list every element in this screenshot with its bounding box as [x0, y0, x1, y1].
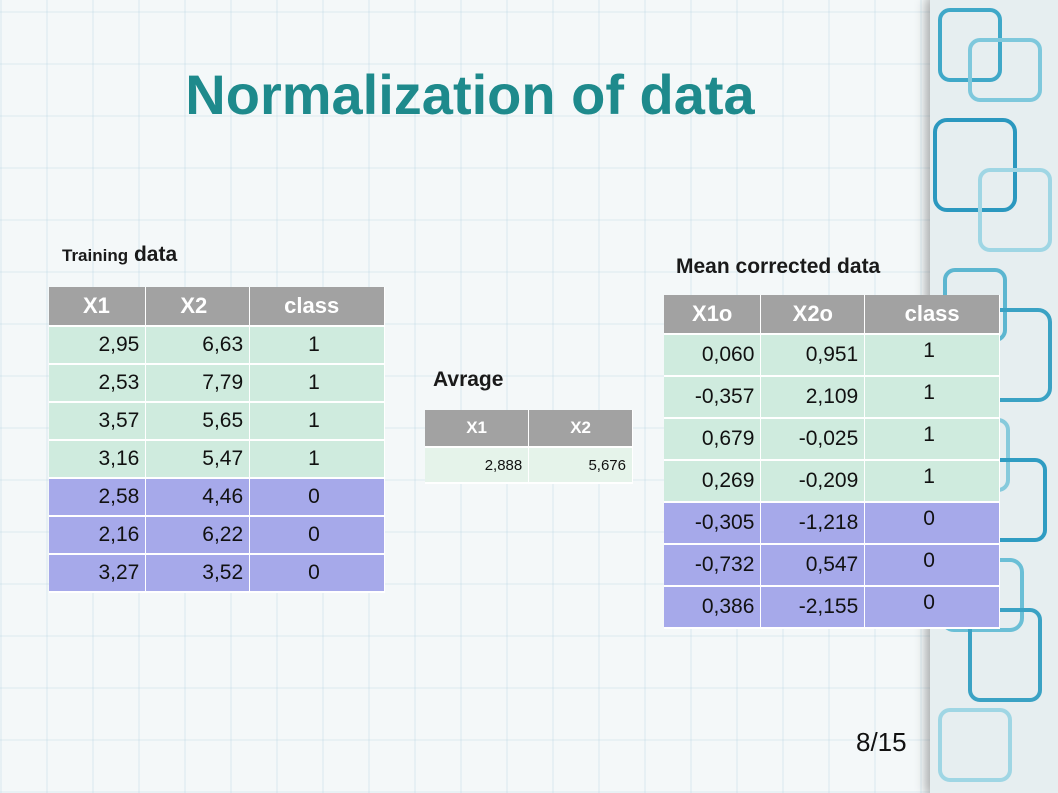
training-caption-large: data	[133, 243, 178, 266]
cell-class: 1	[249, 402, 385, 441]
training-data-table: X1 X2 class 2,95 6,63 1 2,53 7,79 1 3,57…	[49, 287, 385, 593]
cell-class: 1	[864, 376, 1000, 419]
table-row: 2,58 4,46 0	[49, 478, 385, 517]
table-header-row: X1 X2	[425, 410, 633, 448]
cell-x1: 3,16	[49, 440, 147, 479]
cell-x1o: 0,679	[664, 418, 762, 461]
cell-x1: 2,53	[49, 364, 147, 403]
cell-class: 1	[864, 418, 1000, 461]
training-data-caption: Training data	[62, 243, 177, 267]
table-row: -0,732 0,547 0	[664, 544, 1000, 587]
cell-x2: 6,22	[145, 516, 251, 555]
average-caption: Avrage	[433, 368, 504, 391]
cell-x1o: 0,060	[664, 334, 762, 377]
cell-x2: 6,63	[145, 326, 251, 365]
cell-x1: 2,58	[49, 478, 147, 517]
table-row: 0,060 0,951 1	[664, 334, 1000, 377]
cell-avg-x2: 5,676	[528, 447, 633, 484]
cell-avg-x1: 2,888	[425, 447, 530, 484]
cell-x2o: 0,951	[760, 334, 866, 377]
cell-class: 1	[864, 460, 1000, 503]
average-table: X1 X2 2,888 5,676	[425, 410, 633, 484]
cell-class: 0	[864, 502, 1000, 545]
cell-x2: 4,46	[145, 478, 251, 517]
cell-x1: 2,95	[49, 326, 147, 365]
cell-x1o: -0,357	[664, 376, 762, 419]
mean-corrected-table: X1o X2o class 0,060 0,951 1 -0,357 2,109…	[664, 295, 1000, 629]
cell-x2o: -1,218	[760, 502, 866, 545]
cell-class: 1	[249, 440, 385, 479]
column-header: X1	[49, 287, 147, 327]
cell-x2: 5,65	[145, 402, 251, 441]
cell-x1o: 0,386	[664, 586, 762, 629]
cell-class: 0	[249, 516, 385, 555]
cell-x2o: -0,209	[760, 460, 866, 503]
cell-x1: 2,16	[49, 516, 147, 555]
table-row: 2,53 7,79 1	[49, 364, 385, 403]
cell-class: 1	[249, 326, 385, 365]
table-row: 3,57 5,65 1	[49, 402, 385, 441]
column-header: X2	[145, 287, 251, 327]
table-row: 0,386 -2,155 0	[664, 586, 1000, 629]
cell-class: 0	[864, 586, 1000, 629]
cell-x1o: -0,305	[664, 502, 762, 545]
table-row: 0,269 -0,209 1	[664, 460, 1000, 503]
table-row: 2,16 6,22 0	[49, 516, 385, 555]
cell-x2o: -2,155	[760, 586, 866, 629]
cell-class: 1	[249, 364, 385, 403]
table-row: 3,27 3,52 0	[49, 554, 385, 593]
cell-x2o: 2,109	[760, 376, 866, 419]
column-header: class	[249, 287, 385, 327]
cell-class: 0	[249, 478, 385, 517]
table-row: 2,95 6,63 1	[49, 326, 385, 365]
cell-class: 1	[864, 334, 1000, 377]
slide-title: Normalization of data	[185, 63, 755, 126]
column-header: X1o	[664, 295, 762, 335]
cell-x1: 3,57	[49, 402, 147, 441]
cell-x1o: -0,732	[664, 544, 762, 587]
table-header-row: X1o X2o class	[664, 295, 1000, 335]
cell-x2: 3,52	[145, 554, 251, 593]
table-row: -0,305 -1,218 0	[664, 502, 1000, 545]
cell-x1o: 0,269	[664, 460, 762, 503]
table-row: -0,357 2,109 1	[664, 376, 1000, 419]
column-header: X2	[528, 410, 633, 448]
page-number: 8/15	[856, 727, 907, 757]
column-header: X2o	[760, 295, 866, 335]
column-header: class	[864, 295, 1000, 335]
table-row: 3,16 5,47 1	[49, 440, 385, 479]
training-caption-small: Training	[62, 246, 129, 265]
cell-class: 0	[249, 554, 385, 593]
mean-corrected-caption: Mean corrected data	[676, 255, 881, 278]
cell-x2: 5,47	[145, 440, 251, 479]
cell-x2o: 0,547	[760, 544, 866, 587]
table-row: 2,888 5,676	[425, 447, 633, 484]
cell-x2o: -0,025	[760, 418, 866, 461]
cell-x1: 3,27	[49, 554, 147, 593]
column-header: X1	[425, 410, 530, 448]
cell-x2: 7,79	[145, 364, 251, 403]
table-header-row: X1 X2 class	[49, 287, 385, 327]
table-row: 0,679 -0,025 1	[664, 418, 1000, 461]
cell-class: 0	[864, 544, 1000, 587]
